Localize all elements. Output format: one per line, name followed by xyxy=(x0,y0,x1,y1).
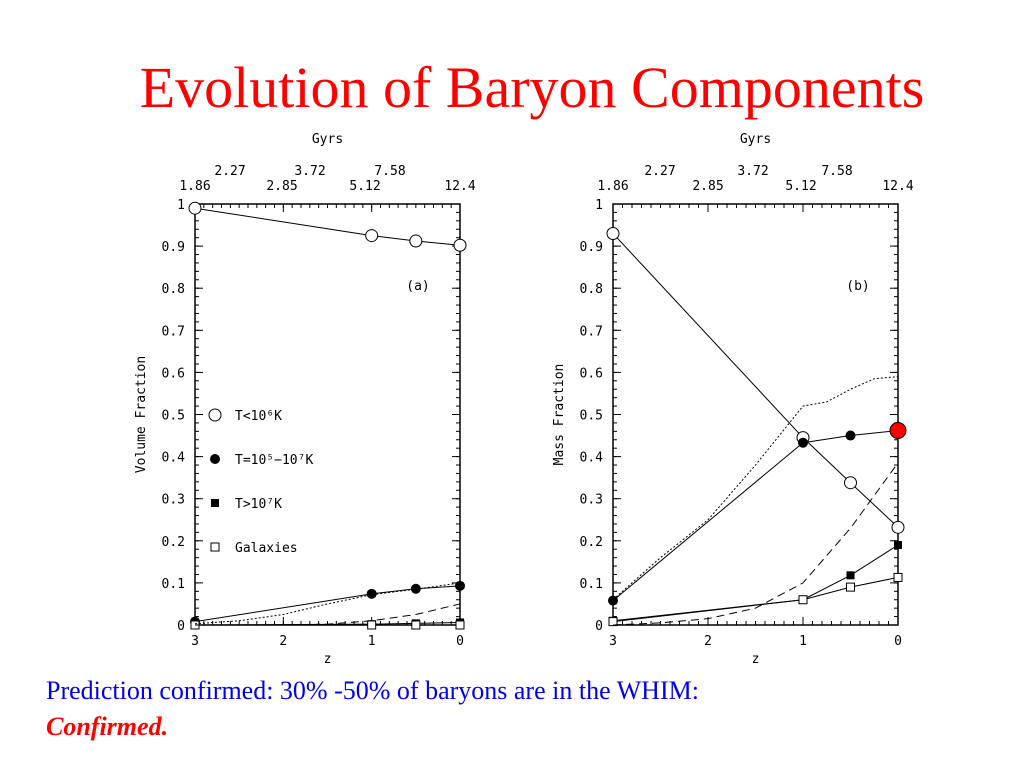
top-tick-label: 5.12 xyxy=(349,179,380,194)
x-tick-label: 1 xyxy=(799,634,807,649)
data-point-open-circle xyxy=(409,234,423,248)
top-tick-label: 7.58 xyxy=(374,164,405,179)
top-tick-label: 1.86 xyxy=(597,179,628,194)
y-tick-label: 0.2 xyxy=(580,535,603,550)
data-point-filled-circle xyxy=(845,430,856,441)
data-point-open-square xyxy=(367,620,377,630)
slide-title: Evolution of Baryon Components xyxy=(139,55,925,120)
data-point-open-circle xyxy=(844,476,857,490)
top-tick-label: 2.85 xyxy=(692,179,723,194)
y-tick-label: 0 xyxy=(177,619,185,634)
top-tick-label: 2.27 xyxy=(644,164,675,179)
x-tick-label: 3 xyxy=(191,634,199,649)
data-point-filled-circle xyxy=(608,595,618,606)
data-point-open-square xyxy=(846,582,855,592)
top-tick-label: 3.72 xyxy=(737,164,768,179)
y-tick-label: 0.7 xyxy=(580,324,603,339)
y-tick-label: 0.4 xyxy=(162,451,186,466)
data-point-open-circle xyxy=(453,238,467,252)
x-axis-label: z xyxy=(752,652,760,667)
y-tick-label: 1 xyxy=(595,198,603,213)
series-line-dotted xyxy=(194,582,461,625)
series-line-dashed xyxy=(195,603,461,626)
y-tick-label: 1 xyxy=(177,198,185,213)
legend-label: Galaxies xyxy=(235,541,298,556)
legend-label: T>10⁷K xyxy=(235,497,282,512)
caption-text: Prediction confirmed: 30% -50% of baryon… xyxy=(46,676,699,705)
series-line xyxy=(194,207,461,246)
data-point-open-square xyxy=(798,595,808,605)
top-tick-label: 5.12 xyxy=(785,179,816,194)
legend-label: T<10⁶K xyxy=(235,409,282,424)
top-tick-label: 1.86 xyxy=(179,179,210,194)
data-point-filled-circle xyxy=(798,437,808,448)
x-tick-label: 0 xyxy=(894,634,902,649)
top-tick-label: 3.72 xyxy=(294,164,325,179)
y-axis-label: Volume Fraction xyxy=(134,356,149,473)
y-tick-label: 0.4 xyxy=(580,451,604,466)
top-axis-title: Gyrs xyxy=(740,132,771,147)
y-tick-label: 0.3 xyxy=(162,493,185,508)
caption-emphasis: Confirmed. xyxy=(46,712,169,741)
y-tick-label: 0.6 xyxy=(580,366,603,381)
series-line-dotted xyxy=(612,376,899,601)
y-tick-label: 0.6 xyxy=(162,366,185,381)
x-tick-label: 0 xyxy=(456,634,464,649)
y-tick-label: 0 xyxy=(595,619,603,634)
legend-marker-filled-circle xyxy=(210,454,220,464)
y-tick-label: 0.7 xyxy=(162,324,185,339)
x-tick-label: 1 xyxy=(368,634,376,649)
y-tick-label: 0.9 xyxy=(162,240,185,255)
series-line xyxy=(612,576,899,623)
x-tick-label: 3 xyxy=(609,634,617,649)
data-point-open-circle xyxy=(188,201,202,215)
series-line xyxy=(194,585,461,623)
data-point-open-square xyxy=(455,620,465,630)
top-axis-title: Gyrs xyxy=(312,132,343,147)
y-tick-label: 0.5 xyxy=(580,409,603,424)
top-tick-label: 2.85 xyxy=(266,179,297,194)
data-point-filled-circle xyxy=(410,583,421,594)
panel-label: (b) xyxy=(846,279,869,294)
data-point-open-square xyxy=(893,572,903,582)
y-tick-label: 0.1 xyxy=(162,577,185,592)
y-tick-label: 0.2 xyxy=(162,535,185,550)
legend-label: T=10⁵−10⁷K xyxy=(235,453,313,468)
data-point-filled-circle xyxy=(366,588,377,599)
series-line-dashed xyxy=(612,462,899,626)
y-tick-label: 0.9 xyxy=(580,240,603,255)
series-line xyxy=(612,430,899,601)
highlight-point xyxy=(889,421,907,439)
legend-marker-open-square xyxy=(210,542,220,552)
data-point-filled-square xyxy=(846,571,855,580)
data-point-filled-square xyxy=(894,541,902,550)
legend-marker-open-circle xyxy=(208,408,222,422)
top-tick-label: 2.27 xyxy=(214,164,245,179)
x-tick-label: 2 xyxy=(279,634,287,649)
top-tick-label: 12.4 xyxy=(882,179,913,194)
data-point-open-circle xyxy=(606,226,620,240)
data-point-open-circle xyxy=(365,229,379,243)
data-point-open-square xyxy=(411,620,421,630)
x-axis-label: z xyxy=(324,652,332,667)
panel-label: (a) xyxy=(406,279,429,294)
mass-fraction-chart: 0 0.1 0.2 0.3 0.4 0.5 0.6 0.7 0.8 0.9 1 3 2 1 0 z Mass F… xyxy=(552,132,914,667)
top-tick-label: 12.4 xyxy=(444,179,475,194)
y-tick-label: 0.5 xyxy=(162,409,185,424)
y-tick-label: 0.8 xyxy=(580,282,603,297)
series-line xyxy=(612,233,899,528)
series-line xyxy=(612,544,899,622)
y-tick-label: 0.1 xyxy=(580,577,603,592)
volume-fraction-chart: 0 0.1 0.2 0.3 0.4 0.5 0.6 0.7 0.8 0.9 1 3 2 1 0 z Volume… xyxy=(134,132,476,667)
y-tick-label: 0.8 xyxy=(162,282,185,297)
y-tick-label: 0.3 xyxy=(580,493,603,508)
y-axis-label: Mass Fraction xyxy=(552,364,567,466)
top-tick-label: 7.58 xyxy=(821,164,852,179)
data-point-open-square xyxy=(608,617,618,627)
legend-marker-filled-square xyxy=(211,499,219,507)
data-point-filled-circle xyxy=(455,580,465,591)
data-point-open-circle xyxy=(891,520,905,534)
x-tick-label: 2 xyxy=(704,634,712,649)
